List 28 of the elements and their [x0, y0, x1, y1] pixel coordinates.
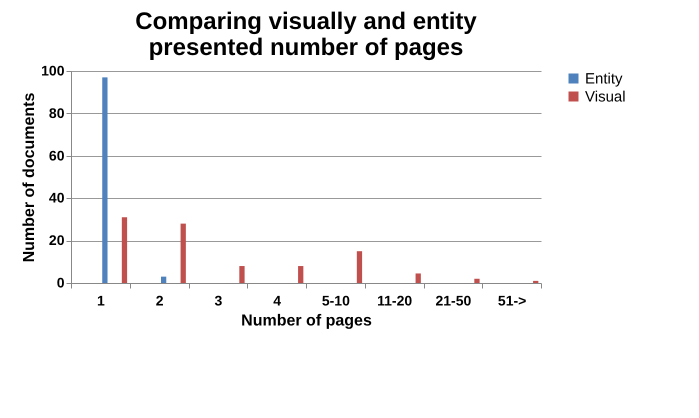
legend-label: Visual — [585, 88, 626, 106]
y-tick-label: 100 — [41, 62, 65, 78]
x-tick-label: 3 — [214, 292, 222, 308]
y-tick-label: 40 — [48, 190, 65, 206]
y-tick-label: 80 — [48, 104, 65, 121]
bar — [102, 77, 108, 283]
x-tick-label: 21-50 — [435, 292, 472, 308]
legend-label: Entity — [585, 70, 624, 88]
x-tick-label: 4 — [273, 292, 282, 308]
bar — [180, 224, 186, 283]
x-tick-label: 11-20 — [377, 292, 412, 308]
x-axis-title: Number of pages — [241, 312, 372, 330]
bar — [239, 266, 245, 283]
y-tick-label: 60 — [48, 147, 65, 164]
x-tick-label: 1 — [96, 292, 105, 308]
y-tick-label: 0 — [56, 274, 65, 290]
x-tick-label: 51-> — [498, 292, 526, 308]
text: Comparing visually and entity — [135, 8, 477, 35]
bar — [298, 266, 304, 283]
y-tick-label: 20 — [48, 232, 65, 248]
x-tick-label: 5-10 — [322, 292, 350, 308]
bar — [122, 217, 128, 283]
y-axis-title: Number of documents — [21, 92, 38, 262]
bar — [160, 276, 166, 283]
bar — [356, 251, 362, 283]
bar — [416, 273, 421, 283]
text: presented number of pages — [148, 34, 464, 61]
x-tick-label: 2 — [156, 292, 164, 308]
